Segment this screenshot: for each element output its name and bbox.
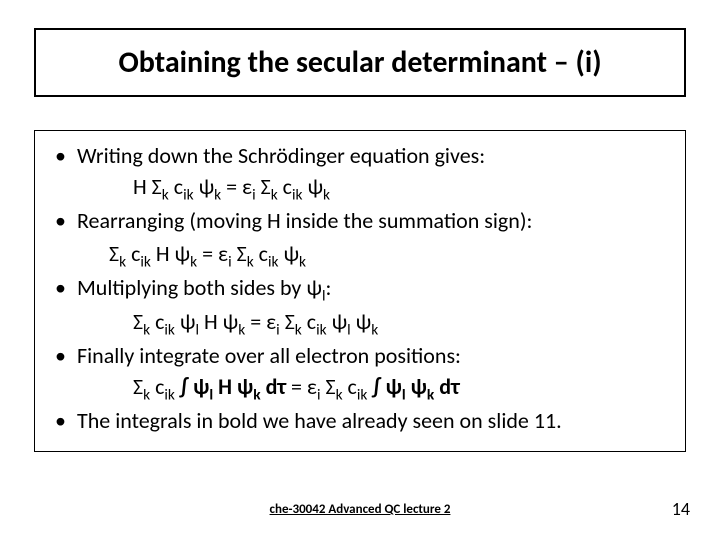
equation-4: Σk cik ∫ ψl H ψk dτ = εi Σk cik ∫ ψl ψk … [133,372,671,406]
slide-title: Obtaining the secular determinant – (i) [46,44,674,81]
bullet-list: Writing down the Schrödinger equation gi… [49,141,671,437]
bullet-4-text: Finally integrate over all electron posi… [77,342,461,369]
footer: che-30042 Advanced QC lecture 2 [0,499,720,518]
bullet-4: Finally integrate over all electron posi… [49,341,671,406]
bullet-3-pre: Multiplying both sides by [77,274,306,301]
equation-1: H Σk cik ψk = εi Σk cik ψk [133,172,671,206]
bullet-2: Rearranging (moving H inside the summati… [49,206,671,273]
footer-text: che-30042 Advanced QC lecture 2 [270,502,451,517]
bullet-3-post: : [325,274,331,301]
content-box: Writing down the Schrödinger equation gi… [34,130,686,452]
bullet-2-text: Rearranging (moving H inside the summati… [77,207,532,234]
bullet-1: Writing down the Schrödinger equation gi… [49,141,671,206]
title-box: Obtaining the secular determinant – (i) [34,28,686,97]
page-number: 14 [672,498,690,520]
bullet-1-text: Writing down the Schrödinger equation gi… [77,142,485,169]
equation-2: Σk cik H ψk = εi Σk cik ψk [109,237,671,274]
bullet-3: Multiplying both sides by ψl: Σk cik ψl … [49,273,671,341]
bullet-5: The integrals in bold we have already se… [49,406,671,437]
equation-3: Σk cik ψl H ψk = εi Σk cik ψl ψk [133,307,671,341]
